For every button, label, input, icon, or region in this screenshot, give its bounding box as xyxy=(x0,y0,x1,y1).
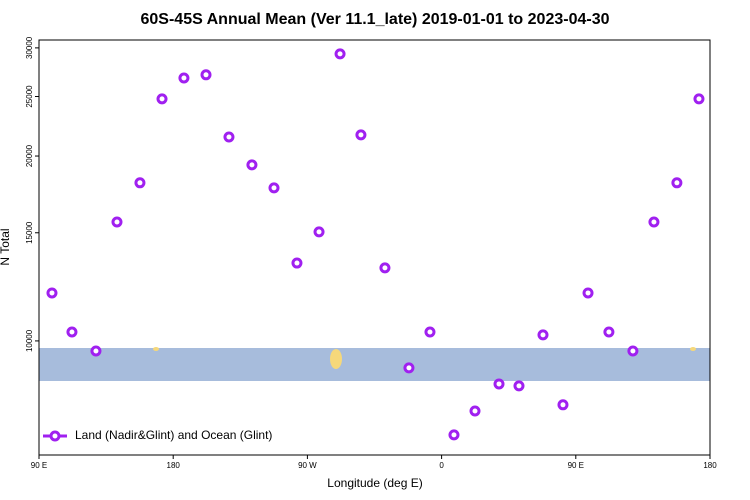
x-tick-label: 180 xyxy=(167,461,181,470)
y-tick-label: 20000 xyxy=(25,144,34,167)
point xyxy=(246,159,258,171)
y-axis-label: N Total xyxy=(0,228,12,265)
point xyxy=(291,257,303,269)
y-tick-label: 30000 xyxy=(25,36,34,59)
x-tick-label: 0 xyxy=(439,461,444,470)
y-tick-label: 10000 xyxy=(25,329,34,352)
x-tick-label: 90 E xyxy=(31,461,47,470)
point xyxy=(537,329,549,341)
y-tick-label: 25000 xyxy=(25,85,34,108)
point xyxy=(513,380,525,392)
point xyxy=(313,226,325,238)
point xyxy=(334,48,346,60)
plot-frame xyxy=(38,39,711,456)
point xyxy=(424,326,436,338)
point xyxy=(469,405,481,417)
point xyxy=(448,429,460,441)
legend-marker xyxy=(49,430,61,442)
y-tick-label: 15000 xyxy=(25,221,34,244)
x-tick-label: 180 xyxy=(703,461,717,470)
point xyxy=(46,287,58,299)
point xyxy=(493,378,505,390)
point xyxy=(200,69,212,81)
x-axis-label: Longitude (deg E) xyxy=(327,476,422,490)
point xyxy=(379,262,391,274)
point xyxy=(90,345,102,357)
point xyxy=(648,216,660,228)
land-patch xyxy=(690,347,696,351)
map-strip xyxy=(39,348,710,381)
point xyxy=(403,362,415,374)
point xyxy=(582,287,594,299)
point xyxy=(66,326,78,338)
point xyxy=(156,93,168,105)
point xyxy=(627,345,639,357)
point xyxy=(111,216,123,228)
x-tick-label: 90 W xyxy=(298,461,317,470)
legend-label: Land (Nadir&Glint) and Ocean (Glint) xyxy=(75,428,272,442)
point xyxy=(603,326,615,338)
land-patch xyxy=(330,349,342,369)
point xyxy=(693,93,705,105)
x-tick-label: 90 E xyxy=(568,461,584,470)
point xyxy=(178,72,190,84)
point xyxy=(134,177,146,189)
point xyxy=(268,182,280,194)
point xyxy=(557,399,569,411)
land-patch xyxy=(153,347,159,351)
point xyxy=(355,129,367,141)
point xyxy=(223,131,235,143)
point xyxy=(671,177,683,189)
chart-title: 60S-45S Annual Mean (Ver 11.1_late) 2019… xyxy=(141,11,610,28)
